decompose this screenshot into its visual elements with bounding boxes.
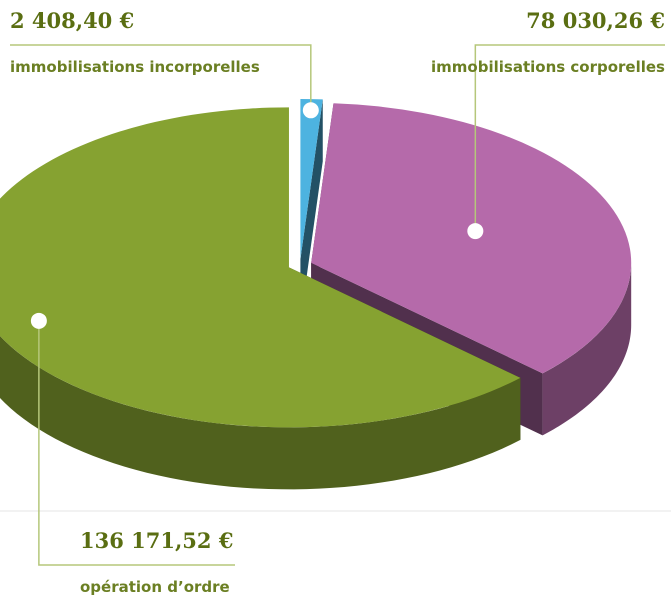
slice-wall: [300, 99, 323, 322]
category-label: immobilisations corporelles: [431, 58, 665, 76]
slice: [300, 99, 323, 260]
leader-line: [10, 44, 312, 111]
callouts: 2 408,40 € immobilisations incorporelles 7…: [10, 8, 665, 596]
slice-side: [542, 262, 632, 436]
callout-dot: [30, 312, 47, 329]
value-label: 136 171,52 €: [80, 528, 233, 553]
category-label: immobilisations incorporelles: [10, 58, 260, 76]
callout-dot: [467, 223, 484, 240]
category-label: opération d’ordre: [80, 578, 230, 596]
value-label: 2 408,40 €: [10, 8, 134, 33]
value-label: 78 030,26 €: [526, 8, 665, 33]
slice-side: [0, 336, 521, 490]
pie: [0, 99, 632, 490]
callout-dot: [302, 102, 319, 119]
slice: [311, 103, 632, 374]
slice: [0, 107, 521, 428]
leader-line: [474, 44, 665, 232]
leader-line: [38, 320, 235, 566]
